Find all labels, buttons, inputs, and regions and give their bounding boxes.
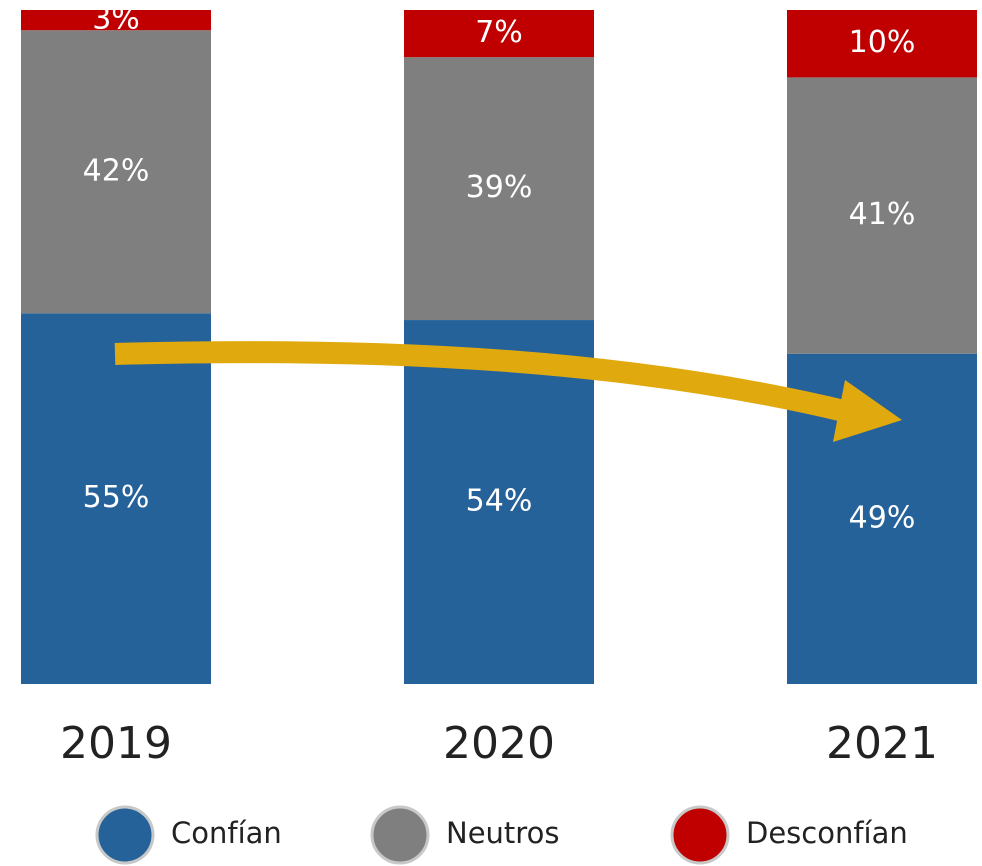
legend-label: Confían bbox=[171, 816, 282, 850]
value-label: 3% bbox=[92, 2, 140, 37]
legend-label: Neutros bbox=[446, 816, 559, 850]
value-label: 42% bbox=[83, 153, 150, 188]
legend-swatch bbox=[670, 805, 730, 865]
labels: 55% 42% 3% 2019 54% 39% 7% 2020 49% 41% 10% 2021 Con… bbox=[60, 2, 938, 865]
legend-swatch bbox=[95, 805, 155, 865]
legend-label: Desconfían bbox=[746, 816, 908, 850]
trend-arrow bbox=[114, 341, 902, 442]
bar-segment bbox=[21, 10, 211, 31]
bar-segment bbox=[787, 77, 977, 354]
legend-swatch bbox=[370, 805, 430, 865]
value-label: 39% bbox=[466, 170, 533, 205]
value-label: 49% bbox=[849, 500, 916, 535]
bar-segment bbox=[404, 320, 594, 684]
arrow-shaft bbox=[114, 341, 851, 423]
arrow-head bbox=[833, 380, 902, 442]
bar-segment bbox=[404, 57, 594, 321]
bar-segment bbox=[787, 10, 977, 78]
value-label: 54% bbox=[466, 484, 533, 519]
value-label: 41% bbox=[849, 197, 916, 232]
x-tick-label: 2020 bbox=[443, 718, 555, 769]
value-label: 7% bbox=[475, 15, 523, 50]
bars bbox=[21, 10, 977, 684]
bar-segment bbox=[21, 313, 211, 684]
value-label: 55% bbox=[83, 480, 150, 515]
x-tick-label: 2019 bbox=[60, 718, 172, 769]
x-tick-label: 2021 bbox=[826, 718, 938, 769]
value-label: 10% bbox=[849, 25, 916, 60]
bar-segment bbox=[21, 30, 211, 314]
bar-segment bbox=[404, 10, 594, 58]
